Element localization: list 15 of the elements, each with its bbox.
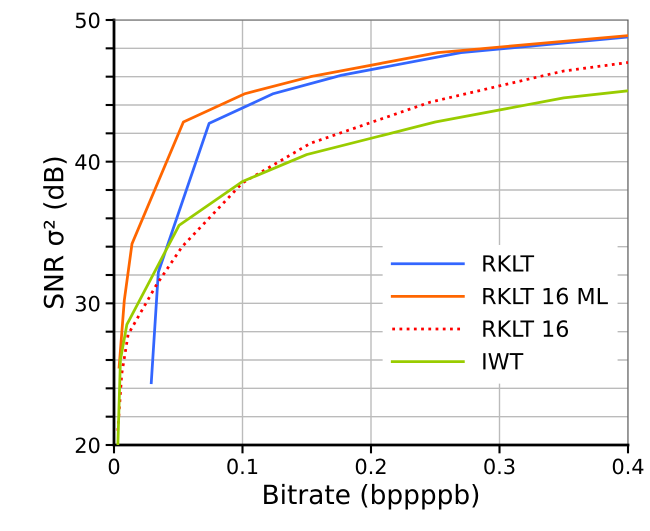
legend-label: RKLT — [483, 255, 534, 272]
x-tick-label: 0.2 — [356, 458, 386, 474]
legend-label: RKLT 16 — [483, 320, 568, 338]
legend-label: RKLT 16 ML — [483, 288, 608, 304]
y-axis-title: SNR σ² (dB) — [43, 158, 67, 308]
x-tick-label: 0.1 — [227, 458, 258, 474]
x-tick-label: 0 — [108, 458, 120, 474]
legend-label: IWT — [483, 353, 524, 370]
y-tick-label: 50 — [76, 12, 100, 28]
y-tick-label: 40 — [75, 154, 100, 170]
x-tick-label: 0.4 — [612, 458, 644, 474]
y-tick-label: 30 — [76, 296, 100, 312]
x-axis-title: Bitrate (bppppb) — [264, 484, 478, 510]
x-tick-label: 0.3 — [484, 458, 514, 474]
y-tick-label: 20 — [76, 437, 100, 454]
